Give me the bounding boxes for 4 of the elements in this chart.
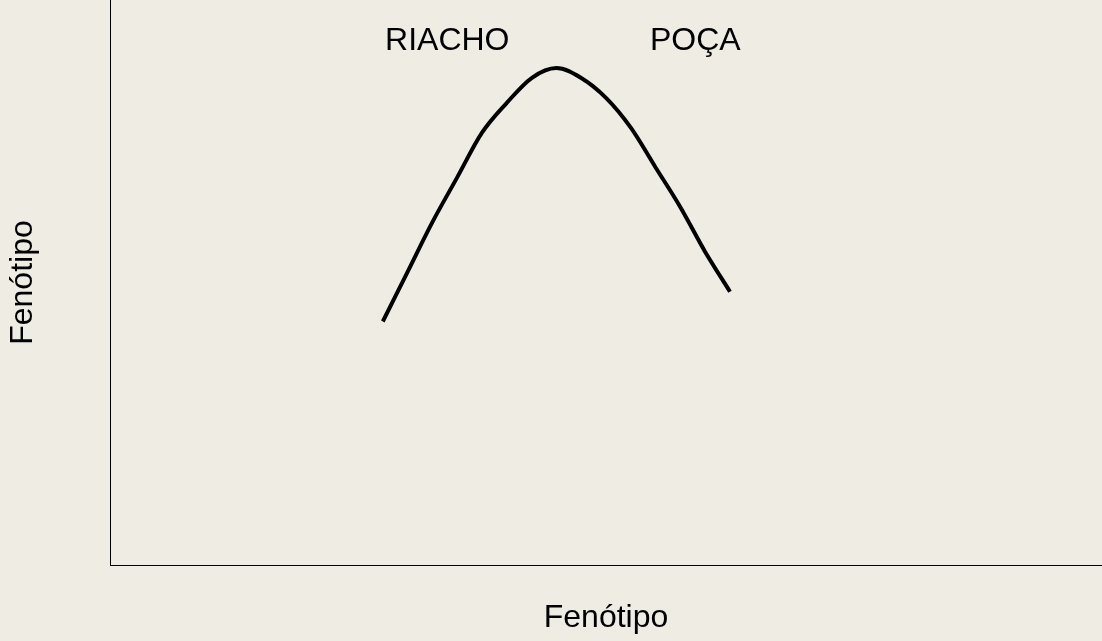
text: RIACHO [385,20,510,57]
text: POÇA [649,20,742,57]
y-axis-title: Fenótipo [3,220,40,345]
x-axis-title: Fenótipo [543,597,669,634]
